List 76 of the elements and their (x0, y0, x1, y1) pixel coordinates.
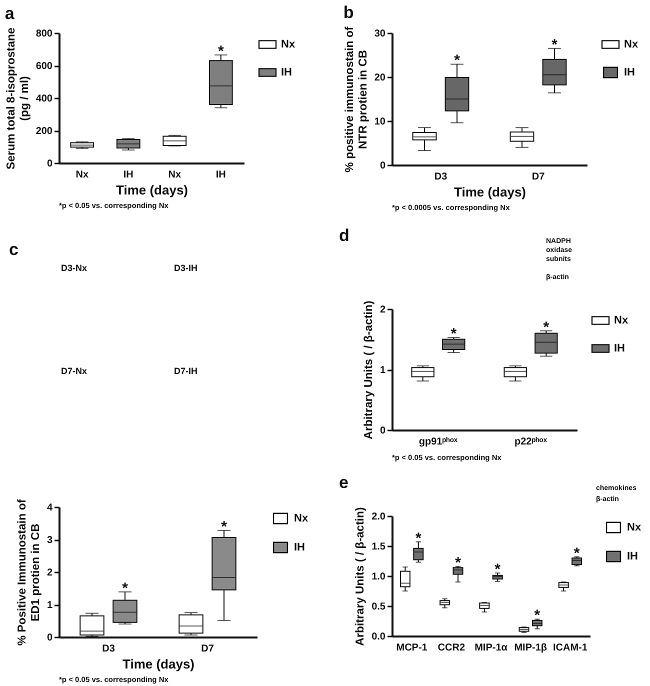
y-tick-label: 1.5 (372, 542, 386, 552)
y-tick-label: 2.0 (372, 512, 386, 522)
y-tick-label: 0 (380, 160, 386, 172)
legend-label: Nx (281, 38, 296, 50)
text: * (552, 36, 558, 54)
x-tick-label: Nx (168, 170, 182, 180)
x-tick-label: Nx (76, 170, 89, 180)
x-tick-label: D7 (532, 172, 546, 182)
text: * (122, 580, 128, 597)
legend-label: Nx (294, 512, 309, 524)
x-tick-label: gp91ᵖʰᵒˣ (418, 436, 458, 448)
x-tick-label: MCP-1 (396, 642, 428, 654)
y-tick-label: 3 (46, 535, 53, 546)
x-tick-label: ICAM-1 (552, 642, 588, 654)
y-tick-label: 20 (374, 72, 386, 84)
x-tick-label: MIP-1α (474, 642, 508, 654)
text: * (534, 607, 540, 624)
legend-label: Nx (624, 38, 639, 50)
x-tick-label: D3 (102, 644, 116, 654)
y-tick-label: 800 (36, 28, 53, 40)
y-tick-label: 0.0 (372, 632, 386, 642)
text: D7-Nx (61, 366, 88, 376)
y-axis-title: % positive immunostain of NTR protien in CB (344, 26, 370, 172)
y-tick-label: 2 (46, 568, 53, 578)
x-axis-title: Time (days) (454, 184, 526, 200)
text: * (574, 544, 580, 562)
text: * (543, 318, 550, 336)
x-axis-title: Time (days) (116, 182, 188, 198)
y-tick-label: 400 (36, 94, 53, 104)
legend-label: Nx (627, 522, 642, 534)
y-axis-title: Arbitrary Units ( / β-actin) (362, 300, 375, 440)
y-tick-label: 2 (380, 304, 386, 316)
y-tick-label: 1 (46, 600, 53, 611)
text: * (454, 52, 460, 70)
chart-title: b (343, 3, 354, 22)
x-tick-label: IH (123, 170, 134, 180)
legend-label: Nx (614, 314, 629, 326)
x-tick-label: D7 (201, 644, 214, 654)
text: d (339, 226, 350, 245)
y-tick-label: 10 (374, 116, 386, 128)
text: * (455, 554, 461, 572)
text: * (450, 325, 457, 342)
text: e (339, 473, 348, 492)
text: * (494, 561, 501, 578)
text: * (218, 42, 224, 60)
text: * (415, 530, 422, 547)
text: c (9, 240, 18, 259)
text: D3-IH (174, 263, 198, 273)
x-tick-label: p22ᵖʰᵒˣ (514, 436, 548, 448)
legend-label: IH (627, 550, 638, 562)
y-axis-title: % Positive Immunostain of ED1 protien in CB (16, 499, 42, 646)
text: D3-Nx (61, 263, 88, 273)
y-tick-label: 0 (46, 632, 53, 644)
y-tick-label: 0 (380, 426, 386, 436)
text: D7-IH (174, 366, 198, 376)
y-axis-title: Serum total 8-isoprostane (pg / ml) (5, 28, 31, 170)
y-tick-label: 0 (46, 158, 53, 170)
y-axis-title: Arbitrary Units ( / β-actin) (354, 507, 367, 646)
x-tick-label: D3 (434, 172, 448, 182)
legend-label: IH (281, 66, 292, 78)
legend-label: IH (614, 342, 626, 354)
y-tick-label: 1 (380, 365, 386, 376)
y-tick-label: 600 (36, 61, 53, 72)
y-tick-label: 1.0 (372, 572, 386, 582)
y-tick-label: 200 (36, 126, 53, 137)
y-tick-label: 30 (374, 28, 386, 40)
text: * (221, 518, 227, 536)
legend-label: IH (624, 66, 636, 78)
x-tick-label: MIP-1β (514, 642, 547, 654)
legend-label: IH (294, 542, 306, 554)
y-tick-label: 4 (46, 502, 53, 514)
x-axis-title: Time (days) (122, 656, 195, 672)
x-tick-label: CCR2 (438, 642, 466, 654)
x-tick-label: IH (216, 170, 226, 180)
chart-title: a (4, 4, 15, 24)
y-tick-label: 0.5 (372, 602, 386, 612)
